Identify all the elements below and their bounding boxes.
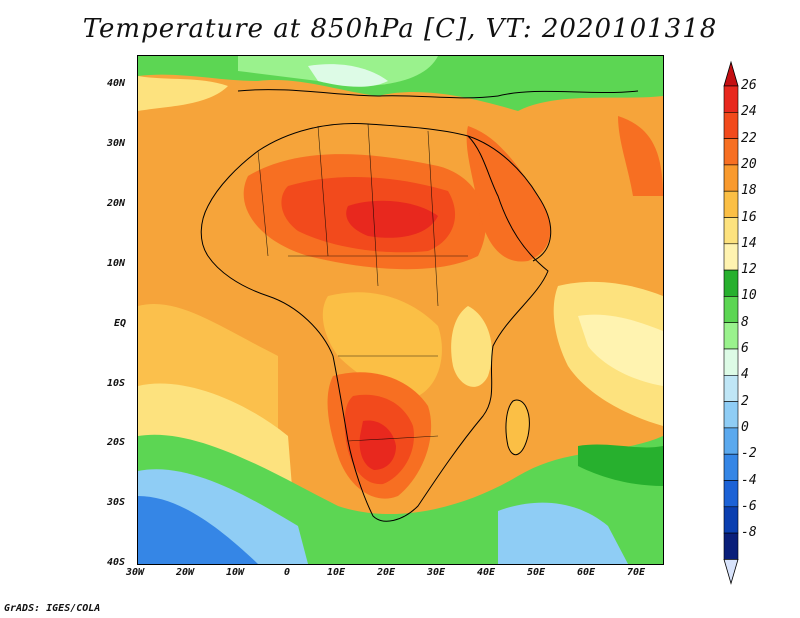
colorbar-swatch bbox=[723, 427, 739, 455]
lon-tick-label: 30E bbox=[427, 567, 446, 578]
colorbar-label: 22 bbox=[741, 130, 757, 146]
colorbar-swatch bbox=[723, 401, 739, 429]
lat-tick-label: 20N bbox=[107, 198, 126, 209]
lat-tick-label: 10N bbox=[107, 258, 126, 269]
colorbar-label: 18 bbox=[741, 183, 757, 199]
colorbar-swatch bbox=[723, 374, 739, 402]
colorbar-label: -8 bbox=[741, 525, 757, 541]
lon-tick-label: 10W bbox=[226, 567, 245, 578]
colorbar-bottom-arrow bbox=[723, 559, 739, 585]
colorbar-swatch bbox=[723, 269, 739, 297]
colorbar-label: -4 bbox=[741, 472, 757, 488]
lat-tick-label: 30S bbox=[107, 497, 126, 508]
colorbar-swatch bbox=[723, 112, 739, 139]
colorbar-label: 6 bbox=[741, 341, 749, 356]
lat-tick-label: 30N bbox=[107, 138, 126, 149]
colorbar-label: 16 bbox=[741, 209, 757, 225]
lon-tick-label: 40E bbox=[477, 567, 496, 578]
colorbar-swatch bbox=[723, 480, 739, 508]
colorbar-label: 8 bbox=[741, 314, 749, 330]
colorbar-label: -6 bbox=[741, 498, 757, 514]
colorbar-label: 14 bbox=[741, 235, 757, 251]
colorbar-label: 2 bbox=[741, 393, 749, 409]
colorbar-swatch bbox=[723, 138, 739, 166]
colorbar-top-arrow bbox=[723, 60, 739, 87]
colorbar-swatch bbox=[723, 217, 739, 245]
colorbar-label: 12 bbox=[741, 262, 757, 278]
lon-tick-label: 30W bbox=[126, 567, 145, 578]
lat-tick-label: 40N bbox=[107, 78, 126, 89]
colorbar-swatch bbox=[723, 296, 739, 323]
lon-tick-label: 10E bbox=[327, 567, 346, 578]
grads-credit: GrADS: IGES/COLA bbox=[4, 603, 101, 614]
colorbar-swatch bbox=[723, 532, 739, 560]
colorbar-swatch bbox=[723, 190, 739, 218]
temperature-map bbox=[137, 55, 664, 565]
colorbar-swatch bbox=[723, 453, 739, 481]
lat-tick-label: EQ bbox=[114, 318, 127, 329]
lon-tick-label: 20E bbox=[377, 567, 396, 578]
colorbar-label: 26 bbox=[741, 78, 757, 93]
lon-tick-label: 50E bbox=[527, 567, 546, 578]
lat-tick-label: 40S bbox=[107, 557, 126, 568]
colorbar-label: 24 bbox=[741, 104, 757, 120]
colorbar-swatch bbox=[723, 164, 739, 192]
colorbar-swatch bbox=[723, 506, 739, 534]
colorbar-label: 20 bbox=[741, 156, 757, 172]
colorbar-swatch bbox=[723, 243, 739, 271]
lon-tick-label: 20W bbox=[176, 567, 195, 578]
colorbar-swatch bbox=[723, 348, 739, 376]
colorbar-label: -2 bbox=[741, 446, 757, 462]
lon-tick-label: 70E bbox=[627, 567, 646, 578]
colorbar-swatch bbox=[723, 322, 739, 350]
map-title: Temperature at 850hPa [C], VT: 202010131… bbox=[82, 14, 718, 44]
lon-tick-label: 60E bbox=[577, 567, 596, 578]
lon-tick-label: 0 bbox=[284, 567, 291, 578]
lat-tick-label: 10S bbox=[107, 378, 126, 389]
colorbar-label: 10 bbox=[741, 288, 757, 304]
lat-tick-label: 20S bbox=[107, 437, 126, 448]
colorbar-label: 0 bbox=[741, 419, 749, 435]
colorbar-swatch bbox=[723, 85, 739, 113]
colorbar-label: 4 bbox=[741, 367, 749, 383]
